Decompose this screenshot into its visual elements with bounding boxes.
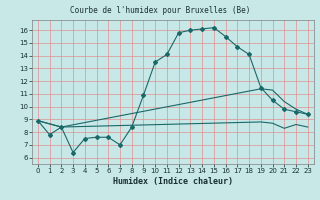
X-axis label: Humidex (Indice chaleur): Humidex (Indice chaleur) — [113, 177, 233, 186]
Text: Courbe de l'humidex pour Bruxelles (Be): Courbe de l'humidex pour Bruxelles (Be) — [70, 6, 250, 15]
